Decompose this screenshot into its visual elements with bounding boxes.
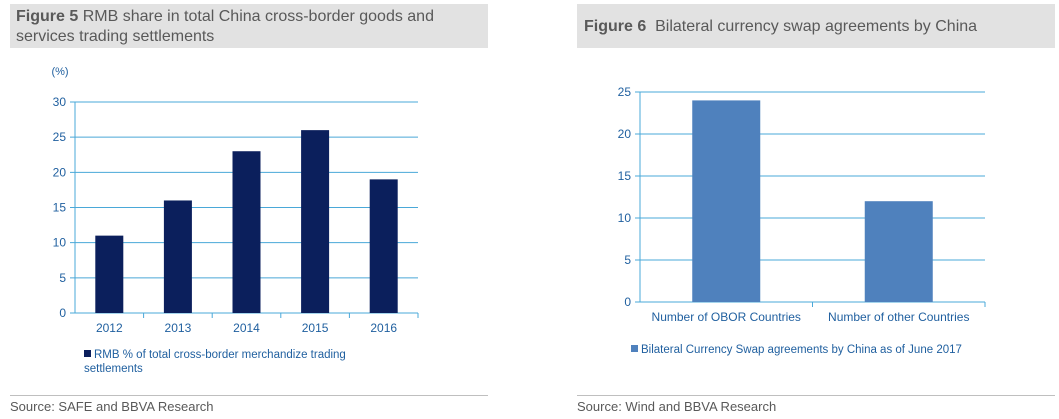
figure-5-bar: [369, 179, 398, 313]
figure-6-y-tick-label: 0: [624, 295, 631, 309]
figure-5-bar: [163, 200, 192, 313]
figure-5-x-tick-label: 2012: [96, 321, 123, 335]
figure-6-y-tick-label: 25: [618, 85, 632, 99]
figure-5-y-tick-label: 0: [59, 306, 66, 320]
figure-6-y-tick-label: 15: [618, 169, 632, 183]
figure-5-title: RMB share in total China cross-border go…: [16, 8, 434, 45]
figure-5-y-tick-label: 30: [53, 95, 67, 109]
figure-5-y-tick-label: 10: [53, 236, 67, 250]
figure-6-source: Source: Wind and BBVA Research: [577, 395, 1055, 414]
figure-5-bar: [301, 130, 330, 313]
figure-6-header: Figure 6 Bilateral currency swap agreeme…: [577, 4, 1055, 48]
figure-6-y-tick-label: 20: [618, 127, 632, 141]
figure-6-y-tick-label: 10: [618, 211, 632, 225]
figure-5-legend-label: RMB % of total cross-border merchandize …: [84, 349, 346, 375]
figure-6-label: Figure 6: [584, 18, 647, 35]
figure-6-legend: Bilateral Currency Swap agreements by Ch…: [631, 343, 971, 357]
figure-5-x-tick-label: 2014: [233, 321, 260, 335]
figure-6-bar: [692, 100, 761, 303]
figure-6-x-tick-label: Number of other Countries: [828, 310, 969, 324]
figure-6-legend-swatch: [631, 345, 638, 352]
figure-5-label: Figure 5: [16, 8, 79, 25]
figure-5-bar: [95, 235, 124, 313]
figure-6-bar: [864, 201, 933, 302]
figure-5-y-tick-label: 5: [59, 271, 66, 285]
figure-6-x-tick-label: Number of OBOR Countries: [652, 310, 801, 324]
figure-5-x-tick-label: 2016: [370, 321, 397, 335]
figure-5-y-tick-label: 25: [53, 130, 67, 144]
figure-6-title: Bilateral currency swap agreements by Ch…: [655, 18, 978, 35]
figure-5-legend-swatch: [84, 350, 91, 357]
figure-6-chart: 0 5 10 15 20 25 Number of OBOR Countries Number…: [618, 85, 986, 324]
figure-5-bar: [232, 151, 261, 313]
figure-5-y-tick-label: 20: [53, 165, 67, 179]
figure-5-x-tick-label: 2013: [165, 321, 192, 335]
figure-6-legend-label: Bilateral Currency Swap agreements by Ch…: [641, 344, 962, 356]
figure-5-chart: 0 5 10 15 20 25 30 (%) 2012 2013 2014 2015 2016: [51, 66, 419, 335]
figure-5-source: Source: SAFE and BBVA Research: [10, 395, 488, 414]
figure-5-y-unit-label: (%): [51, 66, 68, 78]
figure-6-y-tick-label: 5: [624, 253, 631, 267]
figure-5-legend: RMB % of total cross-border merchandize …: [84, 348, 384, 376]
figure-5-header: Figure 5 RMB share in total China cross-…: [10, 4, 488, 48]
figure-5-x-tick-label: 2015: [302, 321, 329, 335]
figure-5-y-tick-label: 15: [53, 201, 67, 215]
